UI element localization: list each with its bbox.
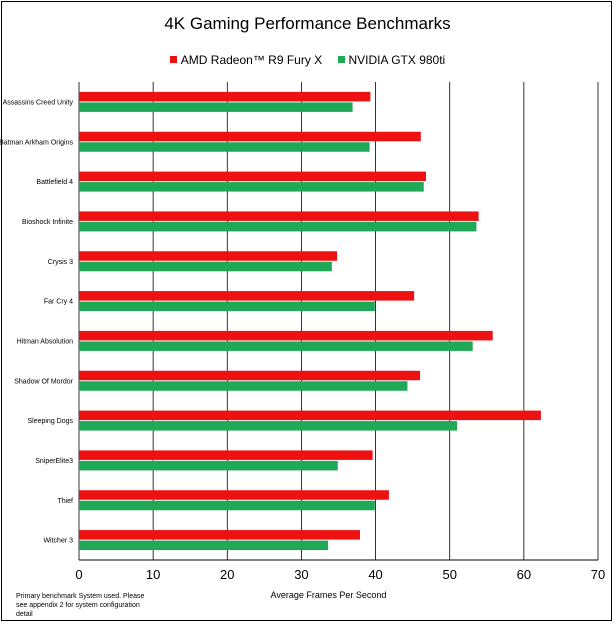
- chart-legend: AMD Radeon™ R9 Fury X NVIDIA GTX 980ti: [0, 52, 615, 67]
- bar-nvidia: [79, 142, 370, 152]
- bar-amd: [79, 490, 389, 500]
- bar-amd: [79, 450, 373, 460]
- x-tick-label-60: 60: [517, 567, 531, 582]
- legend-item-amd: AMD Radeon™ R9 Fury X: [169, 52, 323, 67]
- legend-swatch-amd: [169, 56, 177, 63]
- bar-amd: [79, 370, 421, 381]
- x-tick-label-40: 40: [368, 567, 382, 582]
- category-label: Thief: [57, 498, 73, 505]
- category-label: Bioshock Infinite: [22, 219, 73, 226]
- x-tick-label-70: 70: [591, 567, 605, 582]
- bar-amd: [79, 410, 541, 421]
- legend-label-amd: AMD Radeon™ R9 Fury X: [180, 52, 323, 67]
- category-label: Crysis 3: [48, 259, 73, 266]
- bar-nvidia: [79, 540, 329, 551]
- category-label: Battlefield 4: [36, 179, 73, 186]
- category-label: Witcher 3: [43, 538, 73, 545]
- bar-nvidia: [79, 500, 375, 511]
- bar-amd: [79, 91, 371, 102]
- x-tick-label-50: 50: [442, 567, 456, 582]
- x-tick-label-10: 10: [146, 567, 160, 582]
- bar-nvidia: [79, 341, 473, 351]
- bar-amd: [79, 211, 479, 221]
- bar-amd: [79, 171, 426, 182]
- legend-item-nvidia: NVIDIA GTX 980ti: [337, 52, 446, 67]
- legend-label-nvidia: NVIDIA GTX 980ti: [348, 52, 446, 67]
- category-label: Shadow Of Mordor: [14, 378, 73, 385]
- category-label: Sleeping Dogs: [27, 418, 73, 425]
- bar-amd: [79, 291, 415, 301]
- x-axis-title: Average Frames Per Second: [271, 590, 387, 600]
- bar-nvidia: [79, 301, 375, 312]
- bar-nvidia: [79, 221, 477, 232]
- category-label: Hitman Absolution: [17, 338, 74, 345]
- bar-amd: [79, 131, 421, 142]
- x-tick-label-0: 0: [75, 567, 82, 582]
- bar-amd: [79, 251, 338, 261]
- bar-nvidia: [79, 421, 458, 431]
- bar-nvidia: [79, 460, 338, 471]
- legend-swatch-nvidia: [337, 56, 345, 63]
- x-tick-label-20: 20: [220, 567, 234, 582]
- bar-amd: [79, 530, 361, 540]
- category-label: Assassins Creed Unity: [3, 99, 74, 106]
- x-tick-label-30: 30: [294, 567, 308, 582]
- chart-title: 4K Gaming Performance Benchmarks: [164, 14, 451, 33]
- category-label: SniperElite3: [35, 458, 73, 465]
- footnote: Primary benchmark System used. Please se…: [16, 593, 145, 618]
- bar-amd: [79, 330, 493, 341]
- bar-nvidia: [79, 261, 332, 272]
- category-label: Far Cry 4: [44, 299, 73, 306]
- bar-nvidia: [79, 381, 408, 391]
- bar-nvidia: [79, 182, 424, 192]
- bar-nvidia: [79, 102, 353, 112]
- category-label: Batman Arkham Origins: [0, 139, 73, 146]
